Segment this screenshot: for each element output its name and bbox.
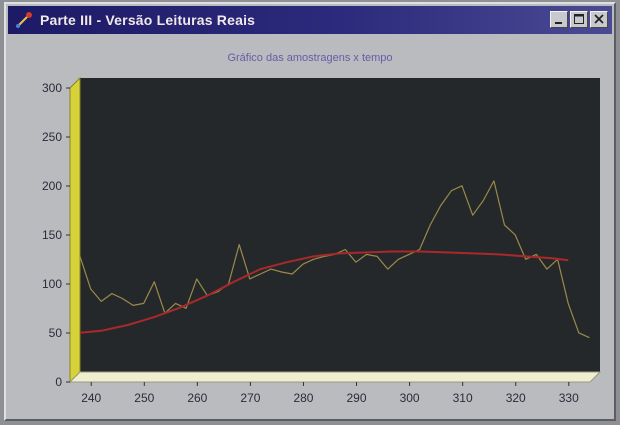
maximize-button[interactable] — [570, 11, 588, 28]
y-tick-label: 50 — [49, 326, 63, 340]
floor — [68, 371, 602, 383]
x-tick-label: 240 — [81, 391, 101, 405]
chart-title: Gráfico das amostragens x tempo — [227, 52, 393, 64]
window-controls — [550, 11, 608, 28]
x-tick-label: 310 — [453, 391, 473, 405]
app-icon — [16, 12, 32, 28]
y-tick-label: 100 — [42, 277, 62, 291]
y-tick-label: 0 — [55, 375, 62, 389]
x-tick-label: 280 — [293, 391, 313, 405]
x-tick-label: 260 — [187, 391, 207, 405]
y-tick-label: 200 — [42, 179, 62, 193]
y-tick-label: 300 — [42, 81, 62, 95]
plot-background — [80, 78, 600, 372]
x-tick-label: 300 — [400, 391, 420, 405]
x-tick-label: 320 — [506, 391, 526, 405]
close-button[interactable] — [590, 11, 608, 28]
minimize-button[interactable] — [550, 11, 568, 28]
trend-line — [79, 250, 569, 334]
x-tick-label: 250 — [134, 391, 154, 405]
maximize-icon — [574, 14, 584, 24]
side-wall — [69, 76, 81, 384]
x-tick-label: 330 — [559, 391, 579, 405]
y-tick-label: 150 — [42, 228, 62, 242]
window-title: Parte III - Versão Leituras Reais — [40, 12, 256, 28]
x-tick-label: 290 — [347, 391, 367, 405]
y-tick-label: 250 — [42, 130, 62, 144]
title-bar[interactable]: Parte III - Versão Leituras Reais — [8, 6, 612, 34]
close-icon — [594, 14, 604, 24]
x-tick-label: 270 — [240, 391, 260, 405]
minimize-icon — [555, 22, 562, 24]
